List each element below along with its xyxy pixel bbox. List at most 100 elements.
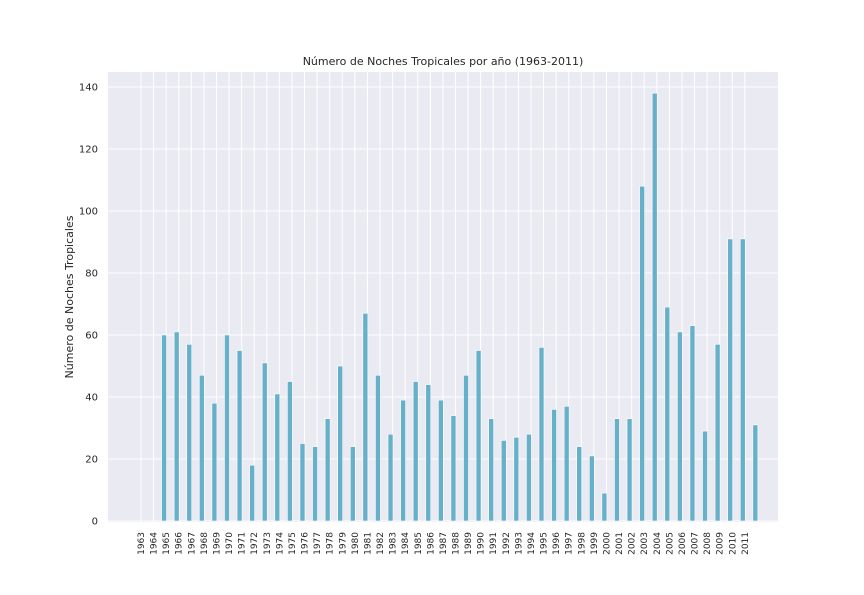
- y-tick-label: 120: [79, 145, 98, 156]
- x-tick-label: 1970: [225, 532, 235, 555]
- bar-1989: [475, 350, 482, 522]
- bar-1965: [173, 331, 180, 522]
- x-tick-label: 1999: [590, 532, 600, 555]
- x-tick-label: 2008: [703, 532, 713, 555]
- bar-2000: [614, 418, 620, 522]
- x-tick-label: 1969: [212, 532, 222, 555]
- x-tick-label: 1976: [301, 532, 311, 555]
- bar-1976: [312, 446, 318, 522]
- x-tick-label: 1963: [137, 532, 147, 555]
- bar-1991: [500, 440, 507, 522]
- x-tick-label: 1989: [464, 532, 474, 555]
- bar-2011: [752, 424, 759, 522]
- bar-1971: [249, 464, 255, 522]
- x-tick-label: 1977: [313, 532, 323, 555]
- bar-1970: [236, 350, 243, 522]
- x-tick-label: 2005: [665, 532, 675, 555]
- x-tick-label: 1979: [338, 532, 348, 555]
- x-tick-label: 1987: [439, 532, 449, 555]
- bar-1967: [199, 374, 205, 522]
- bar-1975: [299, 443, 306, 522]
- bar-1972: [261, 362, 268, 522]
- x-tick-label: 1991: [489, 532, 499, 555]
- x-tick-label: 1984: [401, 532, 411, 555]
- y-axis-label: Número de Noches Tropicales: [63, 215, 76, 378]
- bar-2002: [639, 185, 645, 522]
- x-tick-label: 1974: [275, 532, 285, 555]
- x-tick-label: 1978: [326, 532, 336, 555]
- bar-1973: [274, 393, 281, 522]
- x-tick-label: 2004: [653, 532, 663, 555]
- y-tick-label: 40: [85, 393, 98, 404]
- x-tick-label: 1965: [162, 532, 172, 555]
- bar-1996: [563, 405, 570, 522]
- bar-1986: [438, 399, 444, 522]
- x-tick-label: 1995: [540, 532, 550, 555]
- y-tick-label: 100: [79, 207, 98, 218]
- x-tick-label: 2002: [628, 532, 638, 555]
- x-tick-label: 1985: [414, 532, 424, 555]
- x-tick-label: 1981: [363, 532, 373, 555]
- bar-2010: [739, 238, 746, 522]
- y-tick-label: 20: [85, 455, 98, 466]
- x-tick-label: 2011: [741, 532, 751, 555]
- x-tick-label: 1998: [577, 532, 587, 555]
- x-tick-label: 1982: [376, 532, 386, 555]
- x-tick-label: 1967: [187, 532, 197, 555]
- bar-1997: [576, 446, 583, 522]
- y-tick-labels: 0 20 40 60 80 100 120 140: [79, 83, 98, 528]
- bar-2008: [714, 343, 721, 522]
- x-tick-label: 2006: [678, 532, 688, 555]
- bar-1987: [450, 415, 457, 522]
- x-tick-label: 1983: [389, 532, 399, 555]
- x-tick-label: 1993: [514, 532, 524, 555]
- bar-2004: [664, 306, 671, 522]
- x-tick-label: 1975: [288, 532, 298, 555]
- x-tick-label: 2001: [615, 532, 625, 555]
- x-tick-label: 1968: [200, 532, 210, 555]
- x-tick-label: 2010: [728, 532, 738, 555]
- bar-1964: [161, 334, 167, 522]
- bar-1968: [211, 402, 218, 522]
- x-tick-label: 1986: [426, 532, 436, 555]
- bar-1988: [463, 374, 469, 522]
- bar-1977: [324, 418, 331, 522]
- bar-2005: [677, 331, 683, 522]
- bar-2007: [702, 430, 708, 522]
- y-tick-label: 140: [79, 83, 98, 94]
- x-tick-labels: 1963 1964 1965 1966 1967 1968 1969 1970 1971 1972…: [137, 532, 751, 555]
- bar-1998: [588, 455, 595, 522]
- bar-1992: [513, 436, 520, 522]
- x-tick-label: 1964: [150, 532, 160, 555]
- x-tick-label: 2009: [716, 532, 726, 555]
- x-tick-label: 1988: [452, 532, 462, 555]
- bar-1966: [186, 343, 193, 522]
- bar-1979: [349, 446, 356, 522]
- x-tick-label: 1996: [552, 532, 562, 555]
- bar-1984: [412, 381, 419, 522]
- bar-2006: [689, 325, 696, 522]
- bar-1982: [387, 433, 394, 522]
- chart-title: Número de Noches Tropicales por año (196…: [303, 55, 584, 68]
- bar-1969: [224, 334, 230, 522]
- x-tick-label: 1992: [502, 532, 512, 555]
- bar-1981: [375, 374, 381, 522]
- bars-layer: [161, 92, 759, 522]
- bar-2009: [727, 238, 733, 522]
- bar-1983: [400, 399, 406, 522]
- bar-1995: [551, 409, 557, 522]
- bar-2001: [626, 418, 633, 522]
- y-tick-label: 80: [85, 269, 98, 280]
- bar-1990: [488, 418, 494, 522]
- y-tick-label: 60: [85, 331, 98, 342]
- bar-1980: [362, 312, 369, 522]
- bar-1974: [287, 381, 293, 522]
- x-tick-label: 1990: [477, 532, 487, 555]
- x-tick-label: 1972: [250, 532, 260, 555]
- x-tick-label: 1971: [238, 532, 248, 555]
- x-tick-label: 1997: [565, 532, 575, 555]
- bar-1999: [601, 492, 608, 522]
- y-tick-label: 0: [92, 517, 98, 528]
- bar-1985: [425, 384, 432, 522]
